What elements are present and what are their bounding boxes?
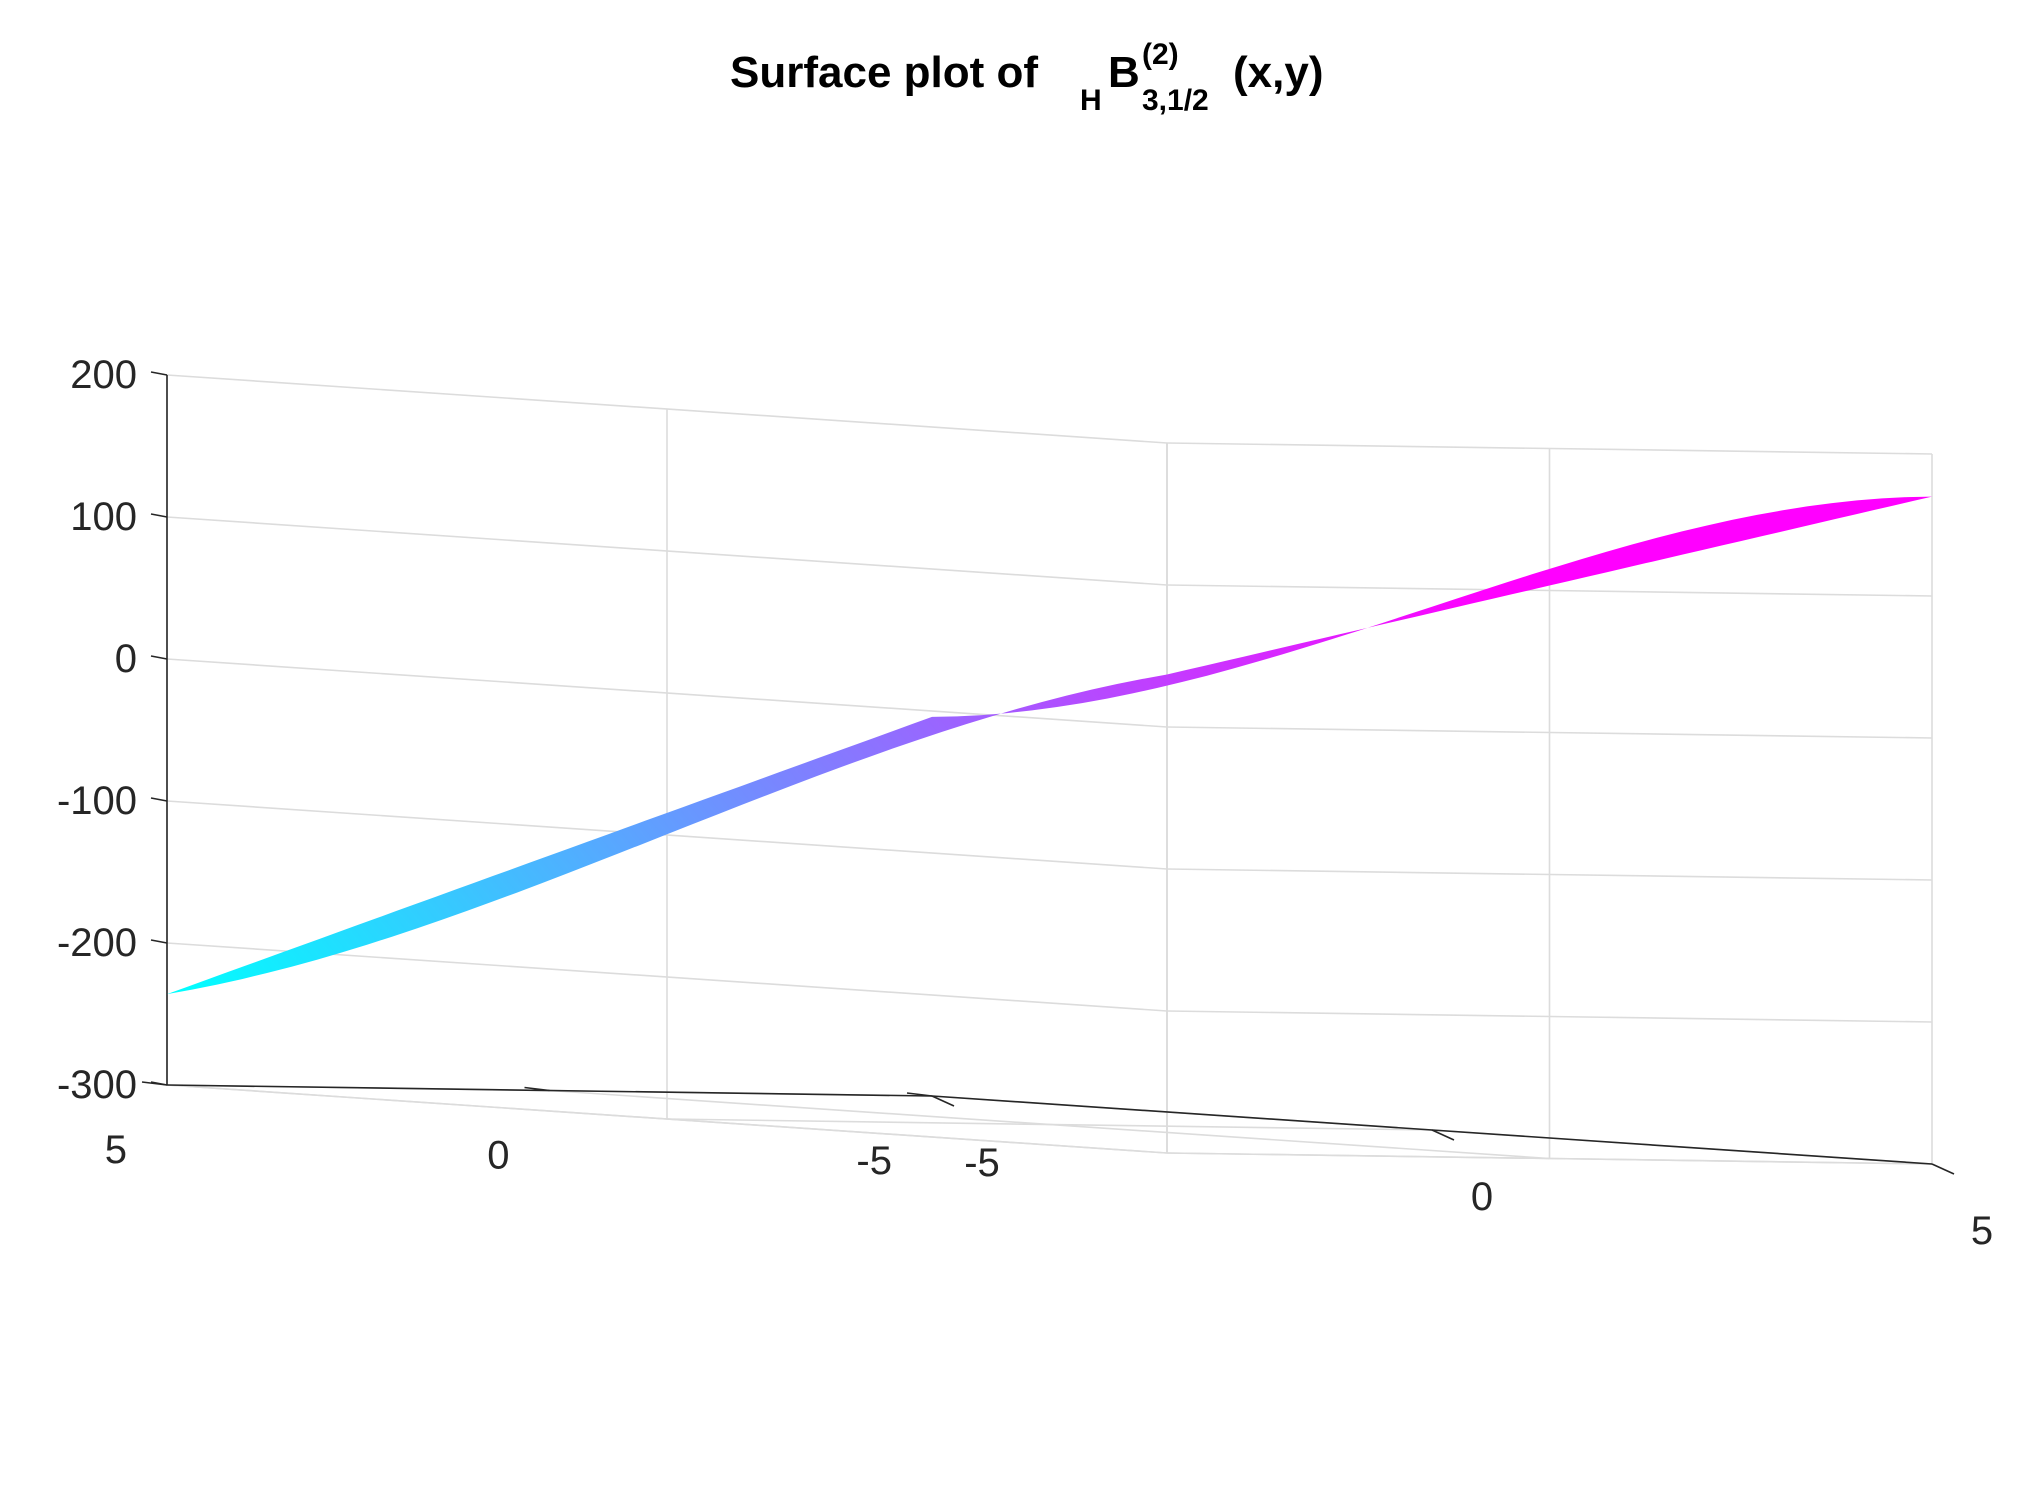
z-tick-mark-3 <box>150 655 168 660</box>
chart-title-prefix: Surface plot of <box>730 48 1050 97</box>
x-tick-mark-0 <box>931 1095 955 1107</box>
tick-labels: -300 -200 -100 0 100 200 -5 0 5 -5 0 5 <box>57 353 1993 1253</box>
z-tick-mark-2 <box>150 797 168 802</box>
surface-patch <box>167 496 1932 995</box>
z-tick-label-3: 0 <box>115 637 137 681</box>
chart-title-sub-left: H <box>1080 84 1102 117</box>
wall-grid-z-right-2 <box>1166 868 1933 881</box>
z-tick-label-0: -300 <box>57 1063 137 1107</box>
x-tick-label-2: 5 <box>1971 1209 1993 1253</box>
y-tick-label-2: 5 <box>105 1128 127 1172</box>
y-tick-mark-1 <box>524 1086 550 1092</box>
y-tick-label-1: 0 <box>487 1134 509 1178</box>
x-tick-mark-1 <box>1431 1129 1455 1141</box>
z-tick-mark-1 <box>150 939 168 944</box>
z-tick-label-2: -100 <box>57 779 137 823</box>
wall-grid-z-right-4 <box>1166 584 1933 597</box>
z-tick-label-4: 100 <box>70 495 137 539</box>
chart-title: Surface plot of H B (2) 3,1/2 (x,y) <box>730 38 1323 117</box>
y-tick-mark-2 <box>141 1081 168 1086</box>
chart-title-suffix: (x,y) <box>1233 48 1323 97</box>
x-tick-label-1: 0 <box>1471 1175 1493 1219</box>
wall-grid-z-back-2 <box>166 800 1168 870</box>
x-tick-mark-2 <box>1931 1163 1955 1175</box>
grid <box>166 374 1933 1165</box>
z-tick-label-5: 200 <box>70 353 137 397</box>
floor-grid-y-1 <box>549 1089 1550 1160</box>
z-tick-mark-4 <box>150 513 168 518</box>
wall-grid-z-back-4 <box>166 516 1168 586</box>
z-tick-label-1: -200 <box>57 921 137 965</box>
wall-grid-z-right-5 <box>1166 442 1933 455</box>
wall-grid-z-back-0 <box>166 1084 1168 1154</box>
z-tick-mark-5 <box>150 371 168 376</box>
wall-grid-z-right-0 <box>1166 1152 1933 1165</box>
chart-title-base: B <box>1108 48 1140 97</box>
wall-grid-z-right-3 <box>1166 726 1933 739</box>
y-tick-label-0: -5 <box>856 1139 892 1183</box>
wall-grid-z-back-5 <box>166 374 1168 444</box>
y-tick-mark-0 <box>906 1092 933 1097</box>
wall-grid-z-right-1 <box>1166 1010 1933 1023</box>
chart-title-subscript: 3,1/2 <box>1142 84 1209 117</box>
surface <box>167 496 1932 995</box>
chart-title-superscript: (2) <box>1142 38 1179 71</box>
wall-grid-z-back-3 <box>166 658 1168 728</box>
axes <box>141 371 1955 1175</box>
x-tick-label-0: -5 <box>964 1141 1000 1185</box>
